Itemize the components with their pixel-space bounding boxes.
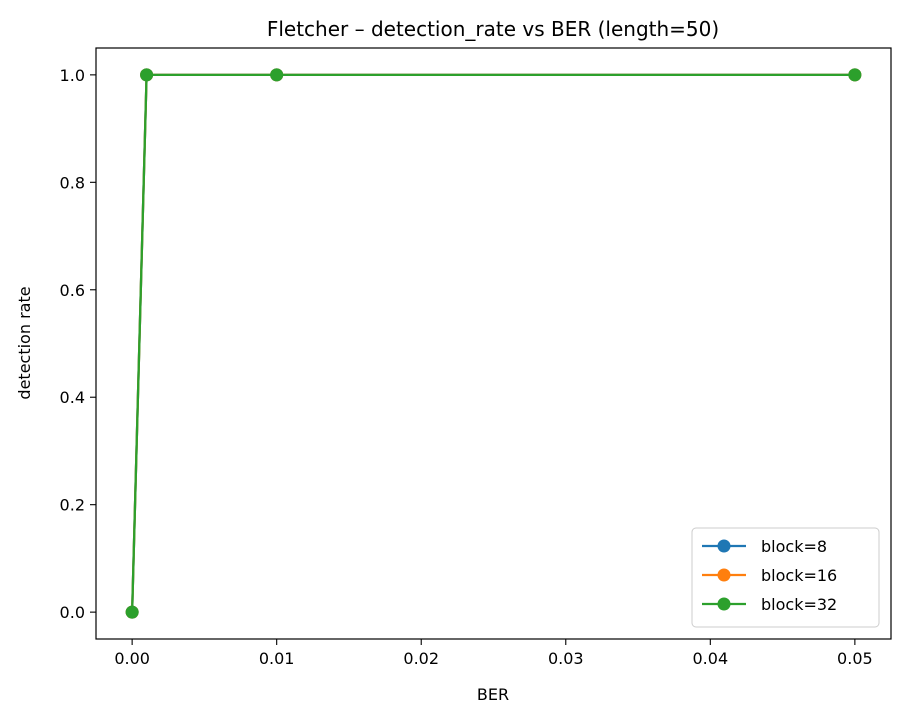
x-tick-label: 0.02: [403, 649, 439, 668]
plot-frame: [95, 47, 892, 640]
legend-marker: [717, 568, 731, 582]
legend-marker: [717, 597, 731, 611]
x-tick-label: 0.00: [114, 649, 150, 668]
y-tick-label: 0.8: [60, 173, 85, 192]
y-axis-label: detection rate: [15, 286, 34, 399]
legend-item: block=32: [702, 595, 837, 614]
series-line: [130, 73, 855, 613]
chart-title: Fletcher – detection_rate vs BER (length…: [267, 17, 719, 41]
data-point: [270, 68, 284, 82]
legend-label: block=32: [761, 595, 837, 614]
legend-marker: [717, 539, 731, 553]
legend: block=8 block=16 block=32: [691, 527, 880, 628]
y-tick-label: 0.6: [60, 281, 85, 300]
x-tick-label: 0.04: [693, 649, 729, 668]
x-axis-label: BER: [477, 685, 509, 704]
legend-label: block=16: [761, 566, 837, 585]
legend-label: block=8: [761, 537, 827, 556]
legend-item: block=16: [702, 566, 837, 585]
data-point: [140, 68, 154, 82]
legend-box: [691, 527, 880, 628]
y-tick-label: 0.0: [60, 603, 85, 622]
legend-item: block=8: [702, 537, 827, 556]
series-block-32: [125, 68, 862, 619]
x-tick-label: 0.05: [837, 649, 873, 668]
y-tick-label: 0.2: [60, 496, 85, 515]
x-tick-label: 0.03: [548, 649, 584, 668]
x-axis: 0.00 0.01 0.02 0.03 0.04 0.05: [114, 639, 873, 668]
y-tick-label: 0.4: [60, 388, 85, 407]
y-axis: 0.0 0.2 0.4 0.6 0.8 1.0: [60, 66, 96, 622]
x-tick-label: 0.01: [259, 649, 295, 668]
y-tick-label: 1.0: [60, 66, 85, 85]
data-point: [125, 605, 139, 619]
data-point: [848, 68, 862, 82]
series-layer: [125, 68, 862, 619]
